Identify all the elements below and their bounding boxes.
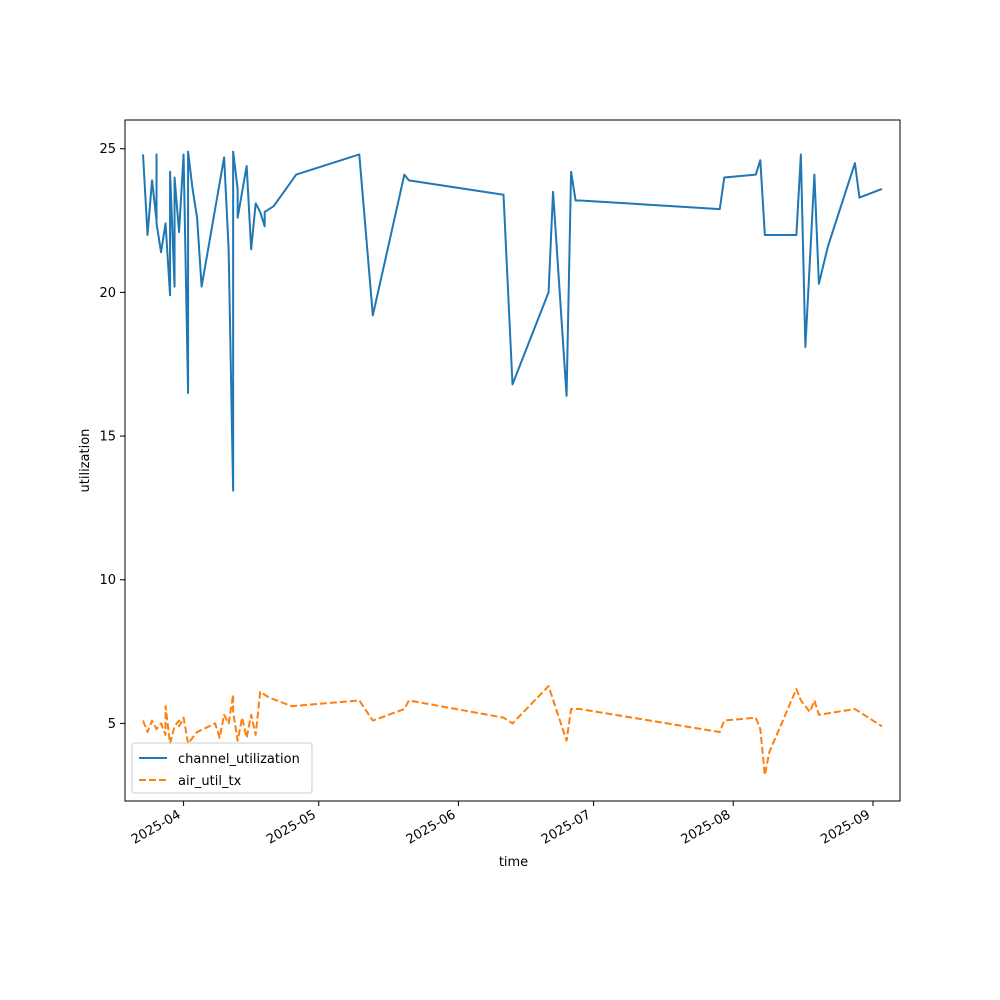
plot-area (142, 150, 883, 777)
legend: channel_utilization air_util_tx (131, 742, 313, 794)
legend-label-air-util-tx: air_util_tx (178, 774, 242, 789)
legend-label-channel-utilization: channel_utilization (178, 752, 300, 767)
y-tick-label: 25 (99, 142, 116, 157)
y-tick-label: 20 (99, 286, 116, 301)
y-tick-label: 15 (99, 430, 116, 445)
axes-frame (124, 119, 901, 802)
legend-box (131, 742, 313, 794)
y-tick-label: 10 (99, 573, 116, 588)
y-axis-title: utilization (78, 429, 93, 493)
x-axis-title: time (499, 855, 528, 870)
series-line-channel-utilization (142, 150, 883, 492)
series-line-air-util-tx (142, 685, 883, 777)
y-tick-label: 5 (108, 717, 116, 732)
y-axis: 5 10 15 20 25 (99, 142, 125, 732)
